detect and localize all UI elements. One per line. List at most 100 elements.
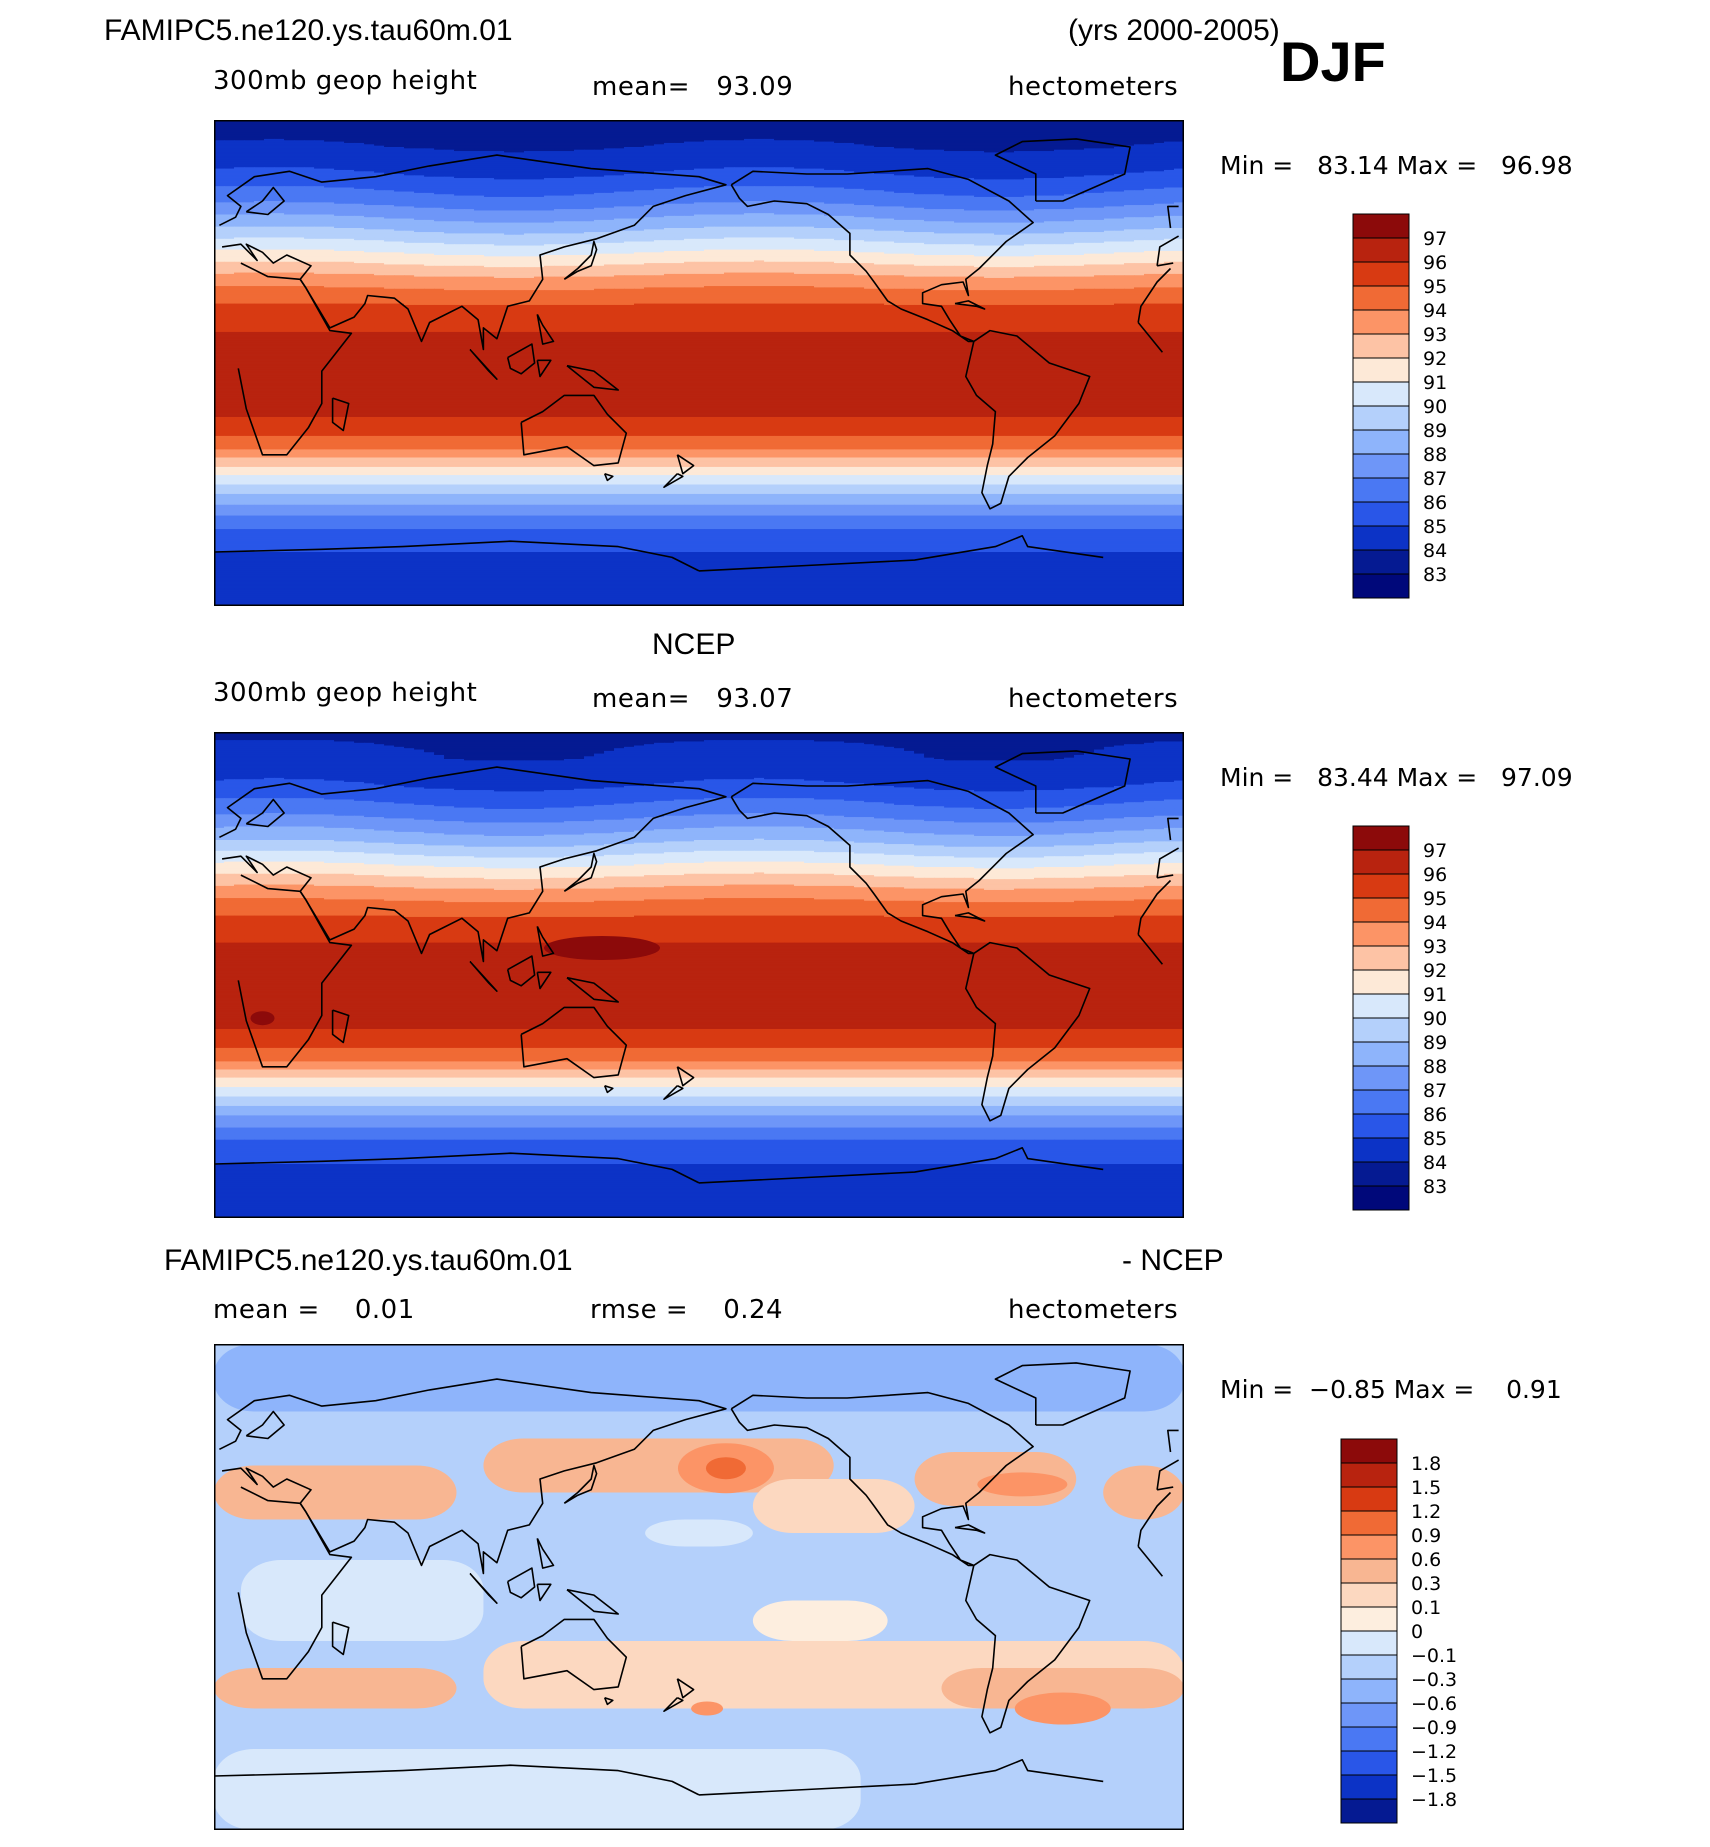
panel1-colorbar-label-11: 86 bbox=[1423, 492, 1447, 514]
panel1-colorbar-label-12: 85 bbox=[1423, 516, 1447, 538]
panel3-colorbar-swatch-1 bbox=[1341, 1463, 1397, 1487]
panel2-colorbar-label-13: 84 bbox=[1423, 1152, 1447, 1174]
panel2-colorbar-label-7: 90 bbox=[1423, 1008, 1447, 1030]
panel3-colorbar-label-0: 1.8 bbox=[1411, 1453, 1441, 1475]
panel3-colorbar-swatch-5 bbox=[1341, 1559, 1397, 1583]
panel2-colorbar-label-9: 88 bbox=[1423, 1056, 1447, 1078]
panel3-colorbar-swatch-0 bbox=[1341, 1439, 1397, 1463]
panel2-colorbar-label-6: 91 bbox=[1423, 984, 1447, 1006]
panel2-title: NCEP bbox=[652, 630, 735, 660]
panel3-anomaly-10 bbox=[241, 1560, 484, 1641]
panel1-colorbar-swatch-15 bbox=[1353, 574, 1409, 598]
panel3-colorbar-swatch-9 bbox=[1341, 1655, 1397, 1679]
panel3-colorbar-swatch-4 bbox=[1341, 1535, 1397, 1559]
panel3-colorbar-label-2: 1.2 bbox=[1411, 1501, 1441, 1523]
panel1-variable: 300mb geop height bbox=[213, 68, 477, 94]
panel2-colorbar-swatch-9 bbox=[1353, 1042, 1409, 1066]
panel2-colorbar-label-14: 83 bbox=[1423, 1176, 1447, 1198]
panel3-colorbar-label-7: 0 bbox=[1411, 1621, 1423, 1643]
panel1-colorbar-swatch-12 bbox=[1353, 502, 1409, 526]
panel2-colorbar-label-3: 94 bbox=[1423, 912, 1447, 934]
panel3-colorbar-swatch-11 bbox=[1341, 1703, 1397, 1727]
panel1-units: hectometers bbox=[1008, 74, 1178, 100]
panel3-anomaly-8 bbox=[214, 1668, 457, 1709]
panel2-colorbar-swatch-5 bbox=[1353, 946, 1409, 970]
panel1-colorbar-swatch-2 bbox=[1353, 262, 1409, 286]
panel1-colorbar-label-6: 91 bbox=[1423, 372, 1447, 394]
panel1-colorbar-label-8: 89 bbox=[1423, 420, 1447, 442]
panel3-units: hectometers bbox=[1008, 1297, 1178, 1323]
panel3-minmax: Min = −0.85 Max = 0.91 bbox=[1220, 1377, 1562, 1402]
panel3-colorbar-label-9: −0.3 bbox=[1411, 1669, 1457, 1691]
panel1-colorbar-label-4: 93 bbox=[1423, 324, 1447, 346]
panel3-colorbar-swatch-14 bbox=[1341, 1775, 1397, 1799]
panel1-colorbar-swatch-13 bbox=[1353, 526, 1409, 550]
panel2-colorbar-swatch-12 bbox=[1353, 1114, 1409, 1138]
panel3-colorbar-label-1: 1.5 bbox=[1411, 1477, 1441, 1499]
panel3-colorbar-label-11: −0.9 bbox=[1411, 1717, 1457, 1739]
panel1-mean: mean= 93.09 bbox=[592, 74, 793, 100]
panel2-variable: 300mb geop height bbox=[213, 680, 477, 706]
panel2-colorbar-swatch-6 bbox=[1353, 970, 1409, 994]
panel1-colorbar-swatch-10 bbox=[1353, 454, 1409, 478]
panel3-anomaly-pacific-core bbox=[706, 1457, 746, 1479]
panel2-minmax: Min = 83.44 Max = 97.09 bbox=[1220, 765, 1573, 790]
panel2-map bbox=[214, 732, 1184, 1218]
panel3-colorbar-label-3: 0.9 bbox=[1411, 1525, 1441, 1547]
case-title: FAMIPC5.ne120.ys.tau60m.01 bbox=[104, 16, 513, 46]
panel2-colorbar-label-10: 87 bbox=[1423, 1080, 1447, 1102]
panel2-colorbar-label-0: 97 bbox=[1423, 840, 1447, 862]
panel1-colorbar-label-3: 94 bbox=[1423, 300, 1447, 322]
panel1-colorbar-swatch-11 bbox=[1353, 478, 1409, 502]
panel2-colorbar-swatch-10 bbox=[1353, 1066, 1409, 1090]
panel3-colorbar-label-13: −1.5 bbox=[1411, 1765, 1457, 1787]
panel2-units: hectometers bbox=[1008, 686, 1178, 712]
season-label: DJF bbox=[1280, 34, 1386, 90]
panel1-colorbar-swatch-5 bbox=[1353, 334, 1409, 358]
panel1-map bbox=[214, 120, 1184, 606]
panel3-anomaly-0 bbox=[214, 1749, 861, 1830]
panel2-colorbar-label-1: 96 bbox=[1423, 864, 1447, 886]
panel2-colorbar-swatch-8 bbox=[1353, 1018, 1409, 1042]
panel3-anomaly-3 bbox=[1103, 1466, 1184, 1520]
panel2-field bbox=[214, 732, 1184, 1218]
panel3-colorbar-swatch-2 bbox=[1341, 1487, 1397, 1511]
panel1-minmax: Min = 83.14 Max = 96.98 bbox=[1220, 153, 1573, 178]
panel2-colorbar-label-2: 95 bbox=[1423, 888, 1447, 910]
panel1-colorbar-label-14: 83 bbox=[1423, 564, 1447, 586]
panel3-colorbar-swatch-7 bbox=[1341, 1607, 1397, 1631]
panel3-colorbar-label-4: 0.6 bbox=[1411, 1549, 1441, 1571]
panel2-colorbar-label-5: 92 bbox=[1423, 960, 1447, 982]
panel3-rmse: rmse = 0.24 bbox=[590, 1297, 783, 1323]
panel3-title-right: - NCEP bbox=[1122, 1246, 1224, 1276]
panel3-title-left: FAMIPC5.ne120.ys.tau60m.01 bbox=[164, 1246, 573, 1276]
panel3-anomaly-11 bbox=[753, 1601, 888, 1642]
panel2-colorbar-swatch-2 bbox=[1353, 874, 1409, 898]
panel3-anomaly-natlantic bbox=[977, 1472, 1067, 1496]
panel3-colorbar-swatch-12 bbox=[1341, 1727, 1397, 1751]
panel1-colorbar-label-9: 88 bbox=[1423, 444, 1447, 466]
panel2-mean: mean= 93.07 bbox=[592, 686, 793, 712]
panel3-anomaly-spacific bbox=[691, 1702, 723, 1716]
panel3-colorbar-swatch-15 bbox=[1341, 1799, 1397, 1823]
panel1-colorbar-swatch-0 bbox=[1353, 214, 1409, 238]
panel2-max-blob bbox=[544, 936, 660, 960]
panel3-colorbar-label-12: −1.2 bbox=[1411, 1741, 1457, 1763]
panel1-field bbox=[214, 120, 1184, 606]
panel1-colorbar-swatch-4 bbox=[1353, 310, 1409, 334]
panel3-colorbar-swatch-8 bbox=[1341, 1631, 1397, 1655]
panel2-colorbar-swatch-15 bbox=[1353, 1186, 1409, 1210]
panel2-colorbar-swatch-4 bbox=[1353, 922, 1409, 946]
panel2-colorbar-swatch-1 bbox=[1353, 850, 1409, 874]
panel1-colorbar-label-13: 84 bbox=[1423, 540, 1447, 562]
panel3-anomaly-5 bbox=[753, 1479, 915, 1533]
panel3-colorbar-swatch-3 bbox=[1341, 1511, 1397, 1535]
panel2-colorbar-swatch-0 bbox=[1353, 826, 1409, 850]
panel1-colorbar-swatch-6 bbox=[1353, 358, 1409, 382]
panel3-colorbar-label-5: 0.3 bbox=[1411, 1573, 1441, 1595]
panel3-colorbar-label-10: −0.6 bbox=[1411, 1693, 1457, 1715]
panel1-colorbar-label-7: 90 bbox=[1423, 396, 1447, 418]
panel2-colorbar-label-12: 85 bbox=[1423, 1128, 1447, 1150]
panel1-colorbar-swatch-9 bbox=[1353, 430, 1409, 454]
